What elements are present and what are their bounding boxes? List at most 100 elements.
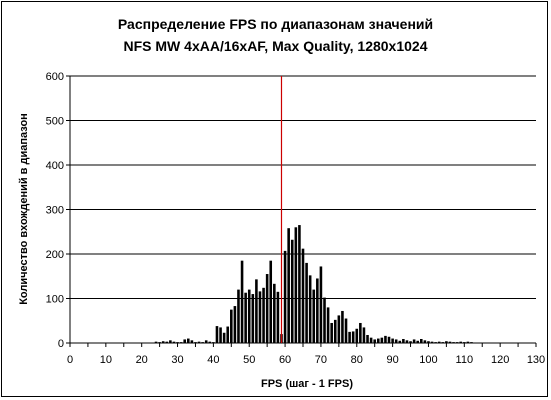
axes <box>66 75 537 347</box>
bar <box>416 340 419 343</box>
bar <box>437 341 441 343</box>
bar <box>344 318 348 343</box>
chart-subtitle: NFS MW 4xAA/16xAF, Max Quality, 1280x102… <box>123 38 428 54</box>
bar <box>215 326 219 343</box>
bar <box>273 283 276 343</box>
bar <box>298 225 301 343</box>
bar <box>384 335 387 343</box>
bar <box>204 340 208 343</box>
bar <box>290 239 294 343</box>
bar <box>330 322 333 343</box>
bar <box>348 331 351 343</box>
bar <box>308 275 312 343</box>
bar <box>427 341 430 343</box>
y-tick-label: 100 <box>46 294 64 306</box>
bar <box>362 327 366 343</box>
bar <box>394 339 398 343</box>
bar <box>247 289 251 343</box>
x-tick-label: 100 <box>419 354 437 366</box>
bar <box>197 341 201 343</box>
bar <box>387 336 391 343</box>
bar <box>409 341 412 343</box>
bar <box>351 331 355 343</box>
bar <box>262 287 265 343</box>
bar <box>369 337 373 343</box>
data-bars <box>154 225 473 343</box>
bar <box>265 274 269 343</box>
bar <box>430 341 434 343</box>
bar <box>319 266 323 343</box>
grid-lines <box>70 75 536 299</box>
bar <box>376 338 380 343</box>
bar <box>391 338 394 343</box>
y-tick-label: 200 <box>46 249 64 261</box>
bar <box>219 327 222 343</box>
bar <box>237 289 240 343</box>
bar <box>445 341 448 343</box>
bar <box>255 279 258 343</box>
bar <box>355 328 359 343</box>
bar <box>402 338 405 343</box>
bar <box>183 339 186 343</box>
bar <box>251 294 255 343</box>
bar <box>230 309 233 343</box>
bar <box>380 337 384 343</box>
y-tick-label: 600 <box>46 71 64 83</box>
bar <box>269 260 273 343</box>
x-tick-label: 20 <box>136 354 148 366</box>
bar <box>294 227 298 343</box>
bar <box>233 306 237 343</box>
bar <box>333 319 337 343</box>
bar <box>373 339 376 343</box>
x-tick-label: 60 <box>279 354 291 366</box>
bar <box>161 341 165 343</box>
y-tick-label: 400 <box>46 160 64 172</box>
y-tick-label: 500 <box>46 116 64 128</box>
bar <box>366 334 369 343</box>
x-tick-label: 70 <box>315 354 327 366</box>
bar <box>459 341 463 343</box>
bar <box>316 278 319 343</box>
bar <box>359 322 362 343</box>
x-tick-label: 130 <box>527 354 545 366</box>
x-tick-label: 50 <box>243 354 255 366</box>
bar <box>412 339 416 343</box>
bar <box>466 341 470 343</box>
bar <box>398 340 402 343</box>
chart-title: Распределение FPS по диапазонам значений <box>117 16 434 32</box>
y-tick-labels: 0 100 200 300 400 500 600 <box>46 71 64 350</box>
bar <box>287 228 290 343</box>
bar <box>326 307 330 343</box>
bar <box>276 291 280 343</box>
bar <box>165 341 169 343</box>
y-axis-title: Количество вхождений в диапазон <box>18 113 30 305</box>
bar <box>301 248 305 343</box>
x-tick-labels: 0 10 20 30 40 50 60 70 80 90 100 110 120 130 <box>67 354 545 366</box>
bar <box>240 260 244 343</box>
y-tick-label: 300 <box>46 205 64 217</box>
bar <box>222 332 226 343</box>
x-tick-label: 0 <box>67 354 73 366</box>
bar <box>448 341 452 343</box>
bar <box>305 262 308 343</box>
x-tick-label: 10 <box>100 354 112 366</box>
bar <box>312 289 316 343</box>
bar <box>172 341 176 343</box>
bar <box>226 326 230 343</box>
bar <box>405 340 409 343</box>
x-tick-label: 120 <box>491 354 509 366</box>
bar <box>423 340 427 343</box>
x-tick-label: 80 <box>351 354 363 366</box>
y-tick-label: 0 <box>58 338 64 350</box>
bar <box>337 315 341 343</box>
bar <box>208 341 212 343</box>
x-tick-label: 30 <box>171 354 183 366</box>
bar <box>187 338 190 343</box>
bar <box>420 338 423 343</box>
x-tick-label: 90 <box>386 354 398 366</box>
x-tick-label: 40 <box>207 354 219 366</box>
bar <box>244 292 247 343</box>
bar <box>190 340 194 343</box>
bar <box>323 297 326 343</box>
